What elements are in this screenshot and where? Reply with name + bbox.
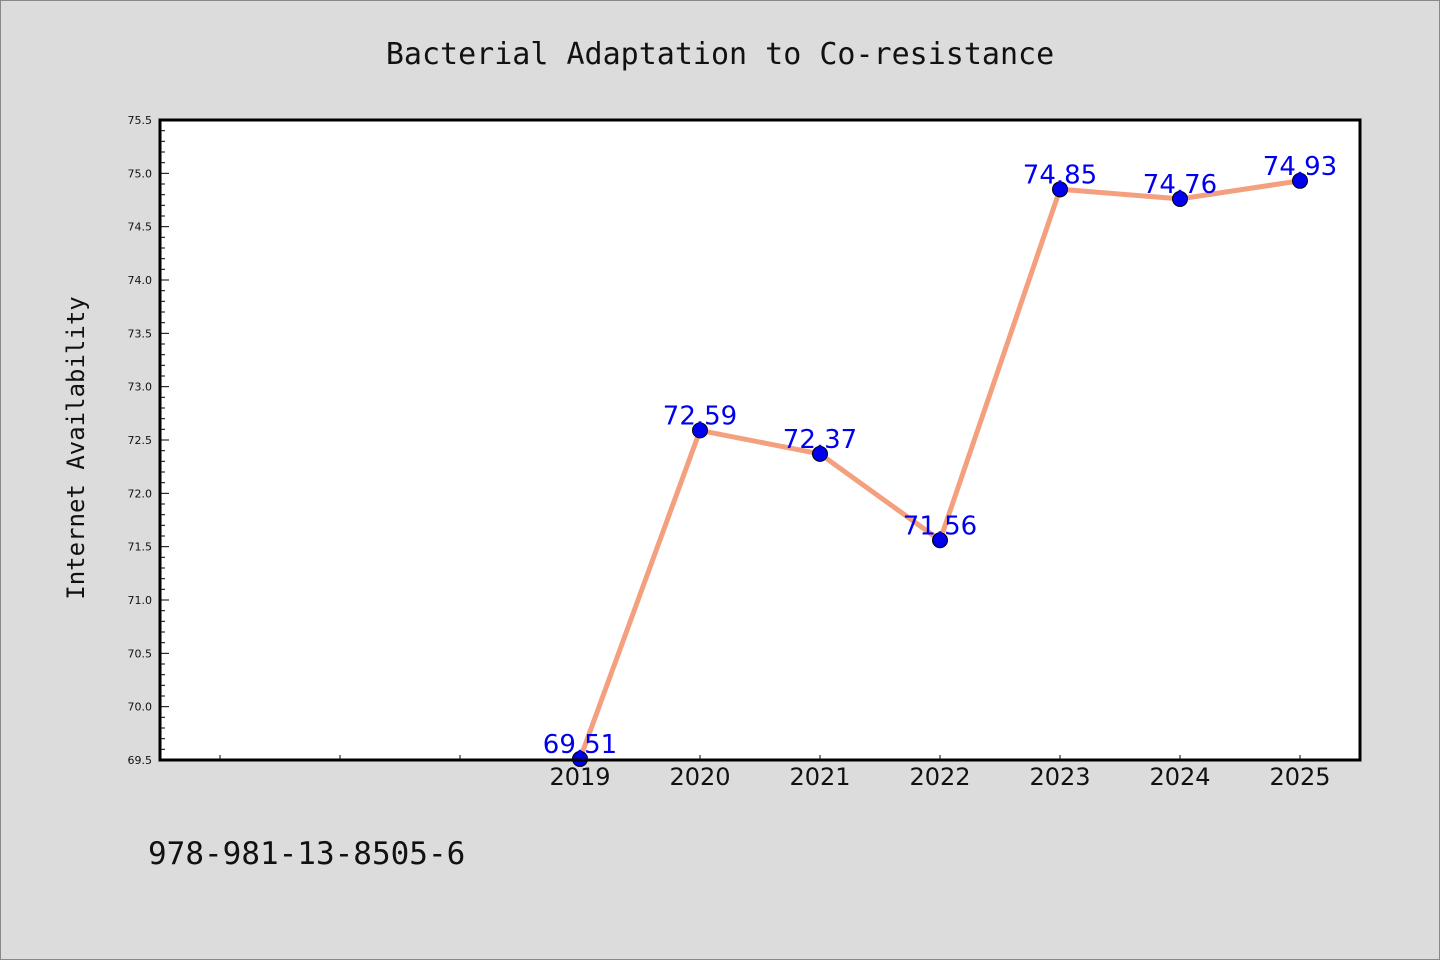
y-tick-label: 75.5 <box>128 114 153 127</box>
isbn-footer: 978-981-13-8505-6 <box>148 836 465 872</box>
y-tick-label: 72.5 <box>128 434 153 447</box>
data-point-marker <box>812 445 828 462</box>
y-tick-label: 70.0 <box>128 701 153 714</box>
data-point-label: 69.51 <box>543 730 617 760</box>
data-point-label: 74.76 <box>1143 170 1217 200</box>
y-tick-label: 71.0 <box>128 594 153 607</box>
data-point-label: 72.59 <box>663 401 737 431</box>
y-tick-label: 71.5 <box>128 541 153 554</box>
y-tick-label: 74.0 <box>128 274 153 287</box>
y-axis-label: Internet Availability <box>62 296 90 599</box>
x-axis-ticks: 2019 2020 2021 2022 2023 2024 2025 <box>219 755 1331 791</box>
data-point-marker <box>1292 172 1308 189</box>
x-tick-label: 2019 <box>549 763 610 791</box>
y-tick-label: 69.5 <box>128 754 153 767</box>
data-point-label: 74.93 <box>1263 152 1337 182</box>
series-markers <box>572 172 1308 767</box>
data-point-label: 71.56 <box>903 511 977 541</box>
data-point-marker <box>1052 181 1068 198</box>
x-tick-label: 2024 <box>1149 763 1210 791</box>
y-tick-label: 70.5 <box>128 647 153 660</box>
data-point-marker <box>692 422 708 439</box>
x-tick-label: 2020 <box>669 763 730 791</box>
x-tick-label: 2023 <box>1029 763 1090 791</box>
x-tick-label: 2022 <box>909 763 970 791</box>
y-tick-label: 73.0 <box>128 381 153 394</box>
x-tick-label: 2025 <box>1269 763 1330 791</box>
x-tick-label: 2021 <box>789 763 850 791</box>
data-point-marker <box>1172 190 1188 207</box>
y-tick-label: 73.5 <box>128 327 153 340</box>
y-tick-label: 74.5 <box>128 221 153 234</box>
data-point-marker <box>932 532 948 549</box>
data-labels: 69.51 72.59 72.37 71.56 74.85 74.76 74.93 <box>543 152 1337 760</box>
chart-title: Bacterial Adaptation to Co-resistance <box>386 37 1054 72</box>
y-tick-label: 72.0 <box>128 487 153 500</box>
data-point-label: 72.37 <box>783 425 857 455</box>
plot-border <box>158 118 1362 762</box>
data-point-label: 74.85 <box>1023 160 1097 190</box>
y-tick-label: 75.0 <box>128 167 153 180</box>
